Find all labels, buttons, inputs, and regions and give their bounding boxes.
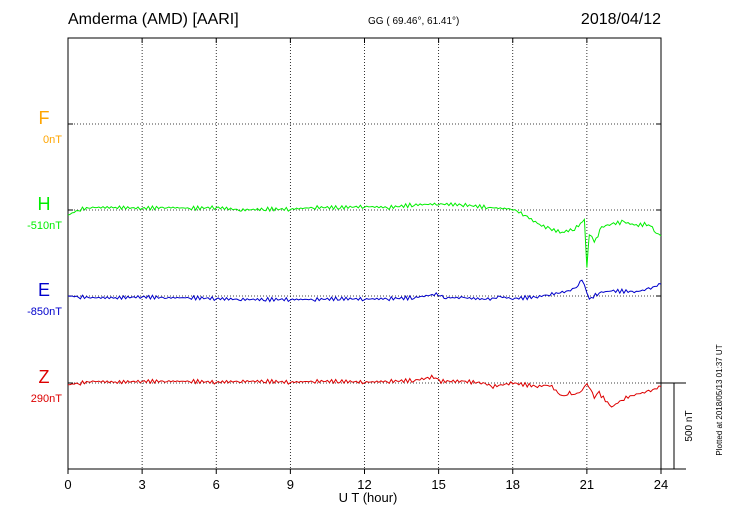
chart-date: 2018/04/12	[581, 11, 661, 28]
x-axis-tick-labels: 0 3 6 9 12 15 18 21 24	[64, 477, 668, 492]
station-title: Amderma (AMD) [AARI]	[68, 11, 239, 28]
series-line-e	[67, 279, 662, 303]
scale-bar-label: 500 nT	[684, 410, 695, 441]
channel-name-e: E	[38, 280, 50, 300]
series-line-z	[67, 374, 662, 408]
scale-bar: 500 nT	[661, 382, 695, 470]
channel-baseline-e: -850nT	[27, 306, 62, 318]
x-tick-label: 24	[654, 477, 668, 492]
x-tick-label: 0	[64, 477, 71, 492]
x-tick-label: 6	[213, 477, 220, 492]
channel-baseline-z: 290nT	[31, 393, 62, 405]
x-tick-label: 12	[357, 477, 371, 492]
plotted-at-note: Plotted at 2018/05/13 01:37 UT	[715, 344, 724, 455]
series-lines	[67, 202, 662, 408]
channel-baseline-h: -510nT	[27, 220, 62, 232]
geographic-coordinates: GG ( 69.46°, 61.41°)	[368, 16, 459, 27]
x-tick-label: 21	[580, 477, 594, 492]
vertical-gridlines	[141, 38, 588, 469]
channel-name-z: Z	[39, 367, 50, 387]
channel-name-f: F	[39, 108, 50, 128]
channel-name-h: H	[38, 194, 51, 214]
plot-area: 0 3 6 9 12 15 18 21 24	[64, 37, 668, 492]
x-tick-label: 15	[431, 477, 445, 492]
channel-labels: F 0nT H -510nT E -850nT Z 290nT	[27, 108, 62, 405]
series-line-h	[67, 202, 662, 268]
x-tick-label: 3	[139, 477, 146, 492]
x-tick-label: 18	[506, 477, 520, 492]
channel-baseline-f: 0nT	[43, 134, 62, 146]
x-axis-ticks	[67, 38, 662, 474]
x-axis-label: U T (hour)	[339, 490, 398, 505]
x-tick-label: 9	[287, 477, 294, 492]
